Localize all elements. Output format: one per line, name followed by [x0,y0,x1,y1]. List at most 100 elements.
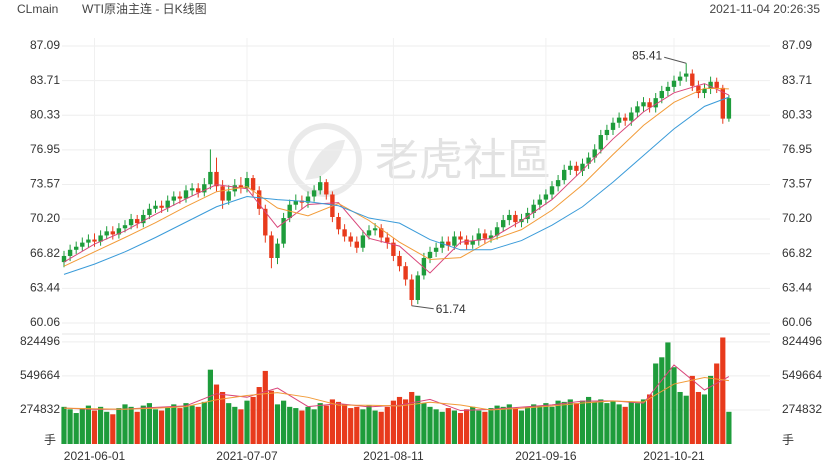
volume-bar [598,399,604,444]
y-tick-label: 274832 [20,402,60,416]
candle-body [494,227,500,236]
candle-body [67,249,73,256]
candle-body [147,208,152,215]
y-tick-label-right: 549664 [782,368,822,382]
candle-body [80,242,85,247]
y-tick-label: 73.57 [30,177,60,191]
volume-bar [250,396,256,444]
volume-bar [183,403,189,444]
candle-body [446,241,451,246]
volume-bar [262,370,268,444]
y-tick-label: 60.06 [30,315,60,329]
volume-bar [354,406,360,444]
candle-body [372,228,378,231]
volume-bar [409,391,415,444]
y-tick-label-right: 76.95 [782,142,812,156]
volume-bar [720,337,726,444]
candle-body [86,239,91,243]
volume-bar [640,399,647,444]
candle-body [104,231,109,236]
x-tick-label: 2021-06-01 [64,449,126,463]
volume-bar [488,408,494,444]
y-tick-label-right: 80.33 [782,107,812,121]
candle-body [196,188,201,193]
candle-body [458,236,463,240]
candle-body [263,208,268,236]
y-tick-label-right: 70.20 [782,211,812,225]
candle-body [403,266,408,280]
volume-bar [506,404,512,444]
moving-average-line [63,87,729,267]
volume-bar [701,394,708,444]
volume-bar [372,410,378,444]
volume-bar [671,367,677,444]
volume-bar [592,401,598,444]
volume-unit-right: 手 [782,433,794,447]
y-tick-label: 63.44 [30,280,60,294]
candle-body [354,241,359,248]
y-tick-label: 824496 [20,334,60,348]
candle-body [348,236,353,242]
volume-bar [537,405,543,444]
volume-bar [152,409,159,444]
volume-bar [61,406,67,444]
candle-body [720,87,725,119]
volume-bar [421,403,427,444]
volume-bar [390,400,396,444]
candle-body [98,235,103,242]
volume-bar [146,403,152,444]
volume-bar [445,408,451,444]
volume-bar [451,410,457,444]
low-annotation: 61.74 [436,302,466,316]
y-tick-label-right: 274832 [782,402,822,416]
y-tick-label: 87.09 [30,38,60,52]
candle-body [318,182,323,191]
volume-bar [348,408,354,444]
volume-bar [98,406,104,444]
candle-body [574,165,579,171]
y-tick-label: 80.33 [30,107,60,121]
candle-body [708,81,713,89]
volume-bar [610,400,616,444]
volume-bar [482,411,488,444]
candle-body [116,228,122,235]
volume-bar [579,400,586,444]
volume-bar [220,391,226,444]
volume-bar [647,394,653,444]
volume-bar [567,399,573,444]
candle-body [250,178,256,191]
candle-body [61,255,67,263]
volume-bar [433,409,439,444]
candle-body [275,243,280,258]
candle-body [507,214,512,221]
volume-bar [299,410,305,444]
candle-body [513,214,518,223]
candle-body [74,246,79,250]
candle-body [580,163,585,171]
volume-bar [384,406,390,444]
volume-bar [683,395,689,444]
volume-bar [604,403,610,444]
volume-bar [91,410,98,444]
candle-body [470,240,475,245]
volume-bar [201,401,207,444]
candle-body [726,98,732,119]
volume-bar [232,406,238,444]
candle-body [684,73,689,77]
y-tick-label-right: 824496 [782,334,822,348]
volume-bar [561,401,567,444]
y-tick-label: 76.95 [30,142,60,156]
volume-bar [726,411,732,444]
candle-body [360,235,366,248]
volume-bar [268,390,274,444]
volume-bar [281,400,287,444]
volume-bar [622,406,628,444]
volume-bar [189,405,195,444]
volume-bar [85,405,91,444]
candle-body [141,214,146,224]
candle-body [153,205,158,209]
volume-bar [293,408,299,444]
y-tick-label: 70.20 [30,211,60,225]
candle-body [452,236,457,246]
